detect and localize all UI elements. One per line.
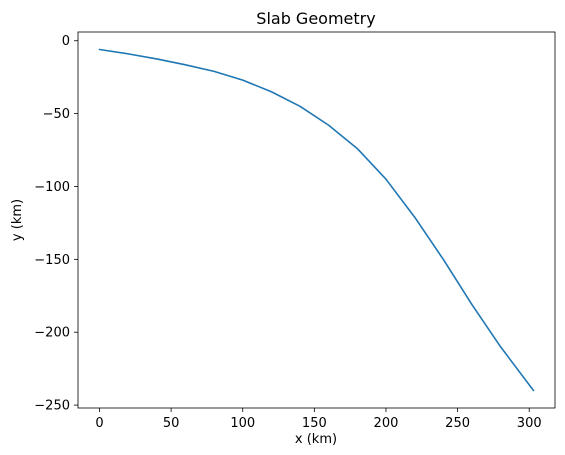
y-tick-label: −250: [34, 399, 70, 414]
x-axis-ticks: 0 50 100 150 200 250 300: [95, 408, 542, 431]
x-tick-label: 300: [517, 416, 542, 431]
x-tick-label: 100: [230, 416, 255, 431]
y-tick-label: −150: [34, 253, 70, 268]
plot-area-frame: [77, 31, 556, 409]
x-tick-label: 0: [95, 416, 103, 431]
x-tick-label: 50: [163, 416, 180, 431]
x-tick-label: 200: [374, 416, 399, 431]
x-tick-label: 150: [302, 416, 327, 431]
chart-title: Slab Geometry: [256, 9, 375, 28]
x-tick-label: 250: [445, 416, 470, 431]
y-tick-label: 0: [62, 34, 70, 49]
slab-geometry-line: [98, 48, 535, 392]
y-tick-label: −200: [34, 326, 70, 341]
y-tick-label: −50: [43, 107, 70, 122]
x-axis-label: x (km): [295, 432, 337, 447]
y-axis-label: y (km): [10, 199, 25, 241]
y-axis-ticks: 0 −50 −100 −150 −200 −250: [34, 34, 78, 414]
y-tick-label: −100: [34, 180, 70, 195]
